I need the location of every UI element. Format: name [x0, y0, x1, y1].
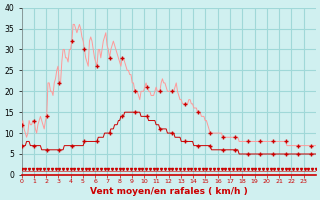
X-axis label: Vent moyen/en rafales ( km/h ): Vent moyen/en rafales ( km/h ) [90, 187, 248, 196]
